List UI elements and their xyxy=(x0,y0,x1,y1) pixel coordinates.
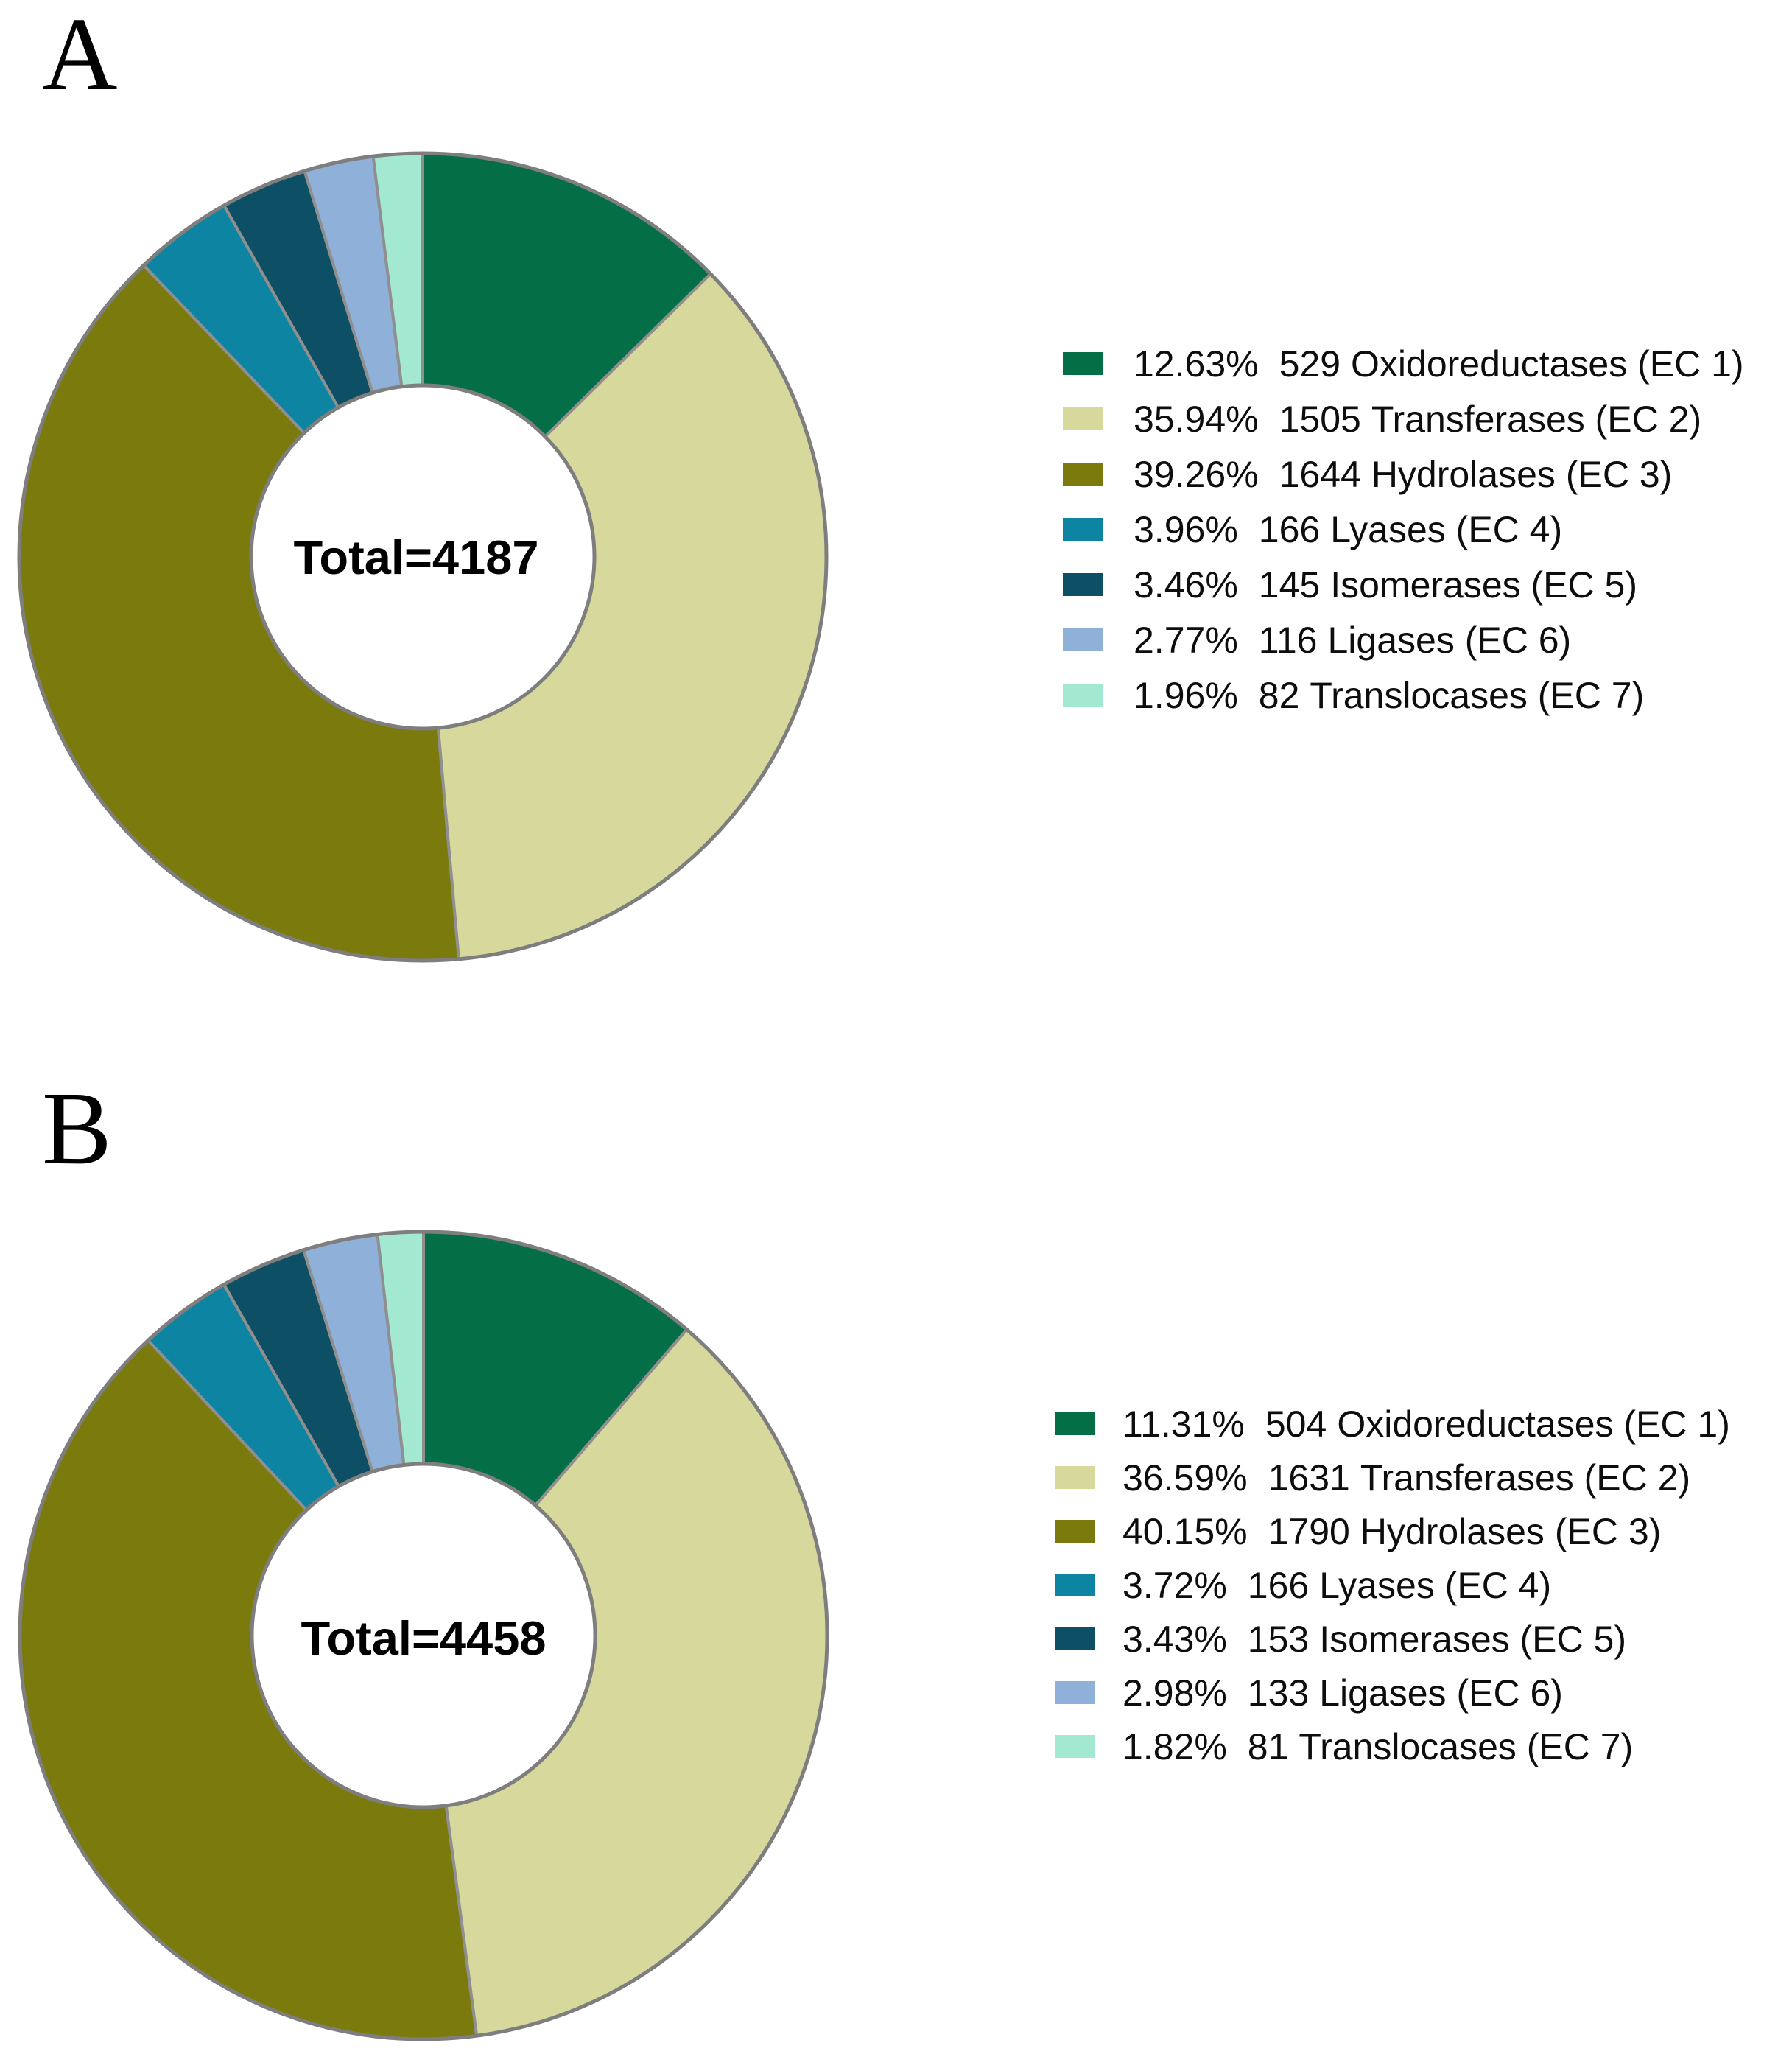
legend-swatch xyxy=(1055,1627,1095,1650)
legend-swatch xyxy=(1055,1412,1095,1435)
legend-a: 12.63% 529 Oxidoreductases (EC 1) 35.94% 150… xyxy=(1063,336,1744,723)
legend-b: 11.31% 504 Oxidoreductases (EC 1) 36.59% 163… xyxy=(1055,1397,1730,1773)
legend-item: 36.59% 1631 Transferases (EC 2) xyxy=(1055,1451,1730,1504)
legend-count: 1790 xyxy=(1268,1510,1350,1552)
legend-count: 529 xyxy=(1279,343,1341,385)
panel-b-label: B xyxy=(42,1070,112,1186)
legend-swatch xyxy=(1063,628,1103,651)
legend-label: Hydrolases (EC 3) xyxy=(1360,1510,1662,1552)
legend-label: Transferases (EC 2) xyxy=(1371,398,1702,440)
legend-label: Ligases (EC 6) xyxy=(1327,619,1572,661)
donut-chart-b xyxy=(18,1230,829,2041)
legend-item: 11.31% 504 Oxidoreductases (EC 1) xyxy=(1055,1397,1730,1451)
legend-percent: 36.59% xyxy=(1122,1457,1248,1499)
legend-percent: 3.72% xyxy=(1122,1564,1227,1606)
donut-outer-ring xyxy=(18,1230,829,2041)
legend-count: 504 xyxy=(1265,1403,1327,1445)
legend-swatch xyxy=(1063,407,1103,430)
legend-item: 40.15% 1790 Hydrolases (EC 3) xyxy=(1055,1504,1730,1558)
legend-swatch xyxy=(1055,1681,1095,1704)
legend-count: 81 xyxy=(1247,1725,1289,1767)
legend-label: Translocases (EC 7) xyxy=(1310,674,1645,716)
legend-label: Lyases (EC 4) xyxy=(1319,1564,1552,1606)
legend-percent: 12.63% xyxy=(1134,343,1259,385)
legend-swatch xyxy=(1063,518,1103,541)
legend-percent: 3.43% xyxy=(1122,1618,1227,1660)
legend-percent: 2.77% xyxy=(1134,619,1238,661)
legend-item: 1.96% 82 Translocases (EC 7) xyxy=(1063,667,1744,723)
legend-percent: 3.46% xyxy=(1134,564,1238,606)
legend-label: Transferases (EC 2) xyxy=(1360,1457,1691,1499)
legend-item: 2.98% 133 Ligases (EC 6) xyxy=(1055,1666,1730,1720)
legend-item: 3.72% 166 Lyases (EC 4) xyxy=(1055,1558,1730,1612)
legend-percent: 1.82% xyxy=(1122,1725,1227,1767)
legend-label: Oxidoreductases (EC 1) xyxy=(1351,343,1744,385)
donut-outer-ring xyxy=(17,151,829,963)
legend-item: 12.63% 529 Oxidoreductases (EC 1) xyxy=(1063,336,1744,391)
legend-swatch xyxy=(1055,1520,1095,1543)
donut-inner-ring xyxy=(250,1462,597,1809)
legend-item: 35.94% 1505 Transferases (EC 2) xyxy=(1063,391,1744,446)
legend-percent: 35.94% xyxy=(1134,398,1259,440)
legend-count: 166 xyxy=(1247,1564,1310,1606)
donut-b-center-label: Total=4458 xyxy=(301,1611,547,1665)
legend-item: 2.77% 116 Ligases (EC 6) xyxy=(1063,612,1744,667)
legend-label: Oxidoreductases (EC 1) xyxy=(1337,1403,1730,1445)
legend-label: Isomerases (EC 5) xyxy=(1319,1618,1626,1660)
donut-inner-ring xyxy=(249,383,597,731)
panel-a-label: A xyxy=(42,0,118,112)
donut-chart-a xyxy=(17,151,829,963)
legend-swatch xyxy=(1063,352,1103,375)
legend-item: 39.26% 1644 Hydrolases (EC 3) xyxy=(1063,446,1744,502)
legend-swatch xyxy=(1055,1735,1095,1758)
legend-item: 3.43% 153 Isomerases (EC 5) xyxy=(1055,1612,1730,1666)
legend-swatch xyxy=(1063,684,1103,707)
legend-label: Isomerases (EC 5) xyxy=(1330,564,1637,606)
legend-item: 3.46% 145 Isomerases (EC 5) xyxy=(1063,557,1744,612)
legend-count: 1505 xyxy=(1279,398,1361,440)
legend-label: Ligases (EC 6) xyxy=(1319,1672,1563,1714)
legend-item: 3.96% 166 Lyases (EC 4) xyxy=(1063,502,1744,557)
legend-label: Lyases (EC 4) xyxy=(1330,508,1563,550)
legend-percent: 2.98% xyxy=(1122,1672,1227,1714)
legend-percent: 39.26% xyxy=(1134,453,1259,495)
legend-percent: 11.31% xyxy=(1122,1403,1245,1445)
legend-swatch xyxy=(1063,463,1103,486)
legend-count: 1644 xyxy=(1279,453,1361,495)
legend-count: 145 xyxy=(1258,564,1321,606)
legend-swatch xyxy=(1063,573,1103,596)
legend-count: 166 xyxy=(1258,508,1321,550)
legend-count: 153 xyxy=(1247,1618,1310,1660)
legend-count: 116 xyxy=(1258,619,1318,661)
donut-a-center-label: Total=4187 xyxy=(293,530,539,584)
legend-count: 1631 xyxy=(1268,1457,1350,1499)
legend-count: 133 xyxy=(1247,1672,1310,1714)
legend-percent: 3.96% xyxy=(1134,508,1238,550)
legend-count: 82 xyxy=(1258,674,1300,716)
legend-percent: 1.96% xyxy=(1134,674,1238,716)
legend-label: Translocases (EC 7) xyxy=(1299,1725,1634,1767)
legend-swatch xyxy=(1055,1574,1095,1596)
legend-label: Hydrolases (EC 3) xyxy=(1371,453,1673,495)
legend-item: 1.82% 81 Translocases (EC 7) xyxy=(1055,1720,1730,1773)
legend-percent: 40.15% xyxy=(1122,1510,1248,1552)
legend-swatch xyxy=(1055,1466,1095,1489)
